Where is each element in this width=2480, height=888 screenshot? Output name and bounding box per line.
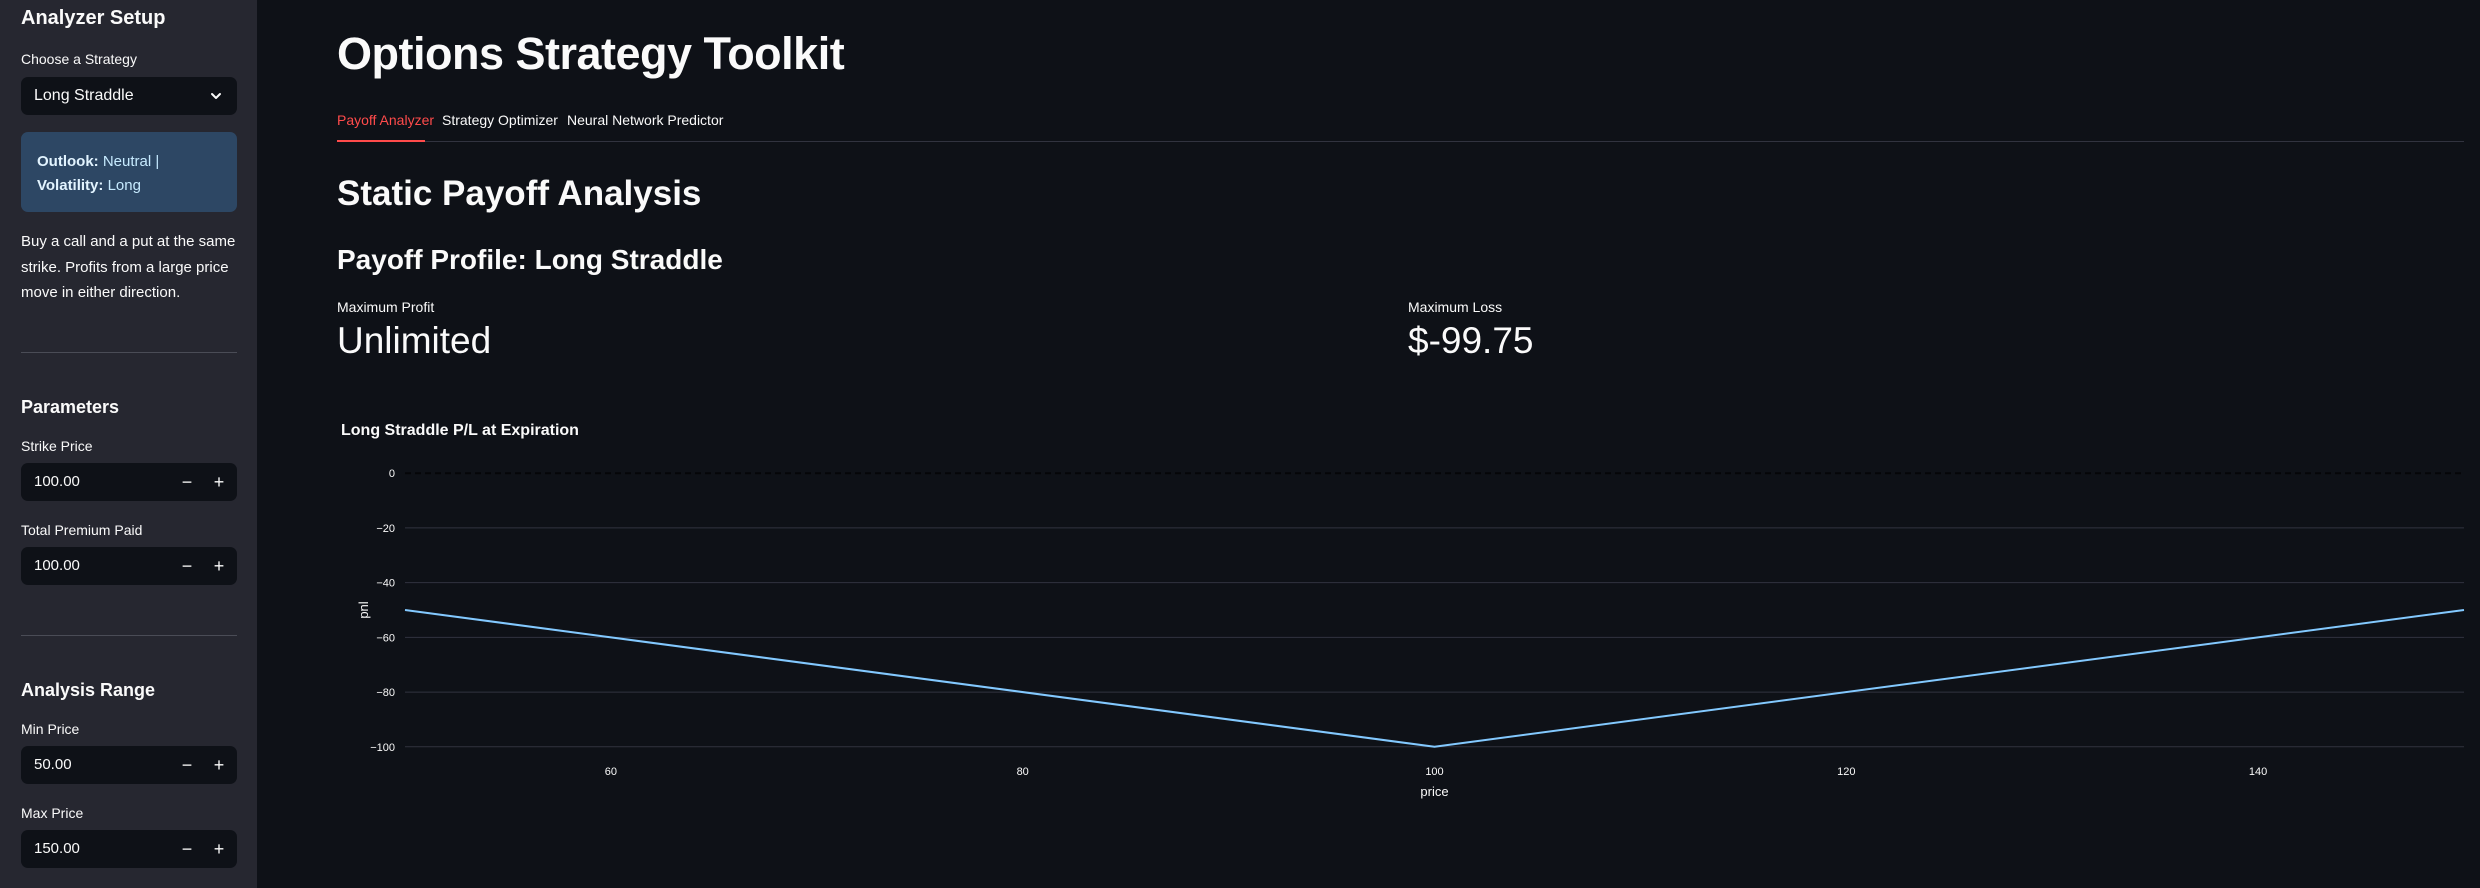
premium-value[interactable]: 100.00	[34, 557, 80, 574]
x-axis-title: price	[1420, 784, 1448, 799]
payoff-chart: 0 −20 −40 −60 −80 −100 60 80 100 120 140 price pnl	[356, 468, 2465, 799]
y-tick-label: −40	[376, 578, 395, 590]
payoff-profile-title: Payoff Profile: Long Straddle	[337, 244, 723, 275]
strategy-label: Choose a Strategy	[21, 51, 137, 67]
min-price-increment-button[interactable]: +	[213, 754, 225, 775]
max-loss-label: Maximum Loss	[1408, 299, 1503, 315]
strike-increment-button[interactable]: +	[213, 471, 225, 492]
sidebar: Analyzer Setup Choose a Strategy Long St…	[0, 0, 257, 888]
section-title: Static Payoff Analysis	[337, 174, 702, 213]
x-tick-label: 60	[605, 766, 617, 778]
sidebar-divider	[21, 635, 237, 636]
chart-title: Long Straddle P/L at Expiration	[341, 422, 579, 439]
volatility-label: Volatility:	[37, 177, 104, 194]
active-tab-indicator	[337, 140, 425, 142]
chevron-down-icon	[211, 93, 221, 99]
strategy-description: Buy a call and a put at the same strike.…	[21, 233, 236, 301]
page-title: Options Strategy Toolkit	[337, 28, 845, 79]
y-tick-label: −60	[376, 632, 395, 644]
outlook-value: Neutral |	[102, 153, 160, 170]
strike-price-input[interactable]: 100.00 − +	[21, 463, 237, 501]
tab-payoff-analyzer[interactable]: Payoff Analyzer	[337, 112, 435, 128]
volatility-value: Long	[107, 177, 141, 194]
outlook-label: Outlook:	[37, 153, 99, 170]
strike-price-value[interactable]: 100.00	[34, 473, 80, 490]
strategy-info-box: Outlook: Neutral | Volatility: Long	[21, 132, 237, 212]
x-tick-label: 120	[1837, 766, 1855, 778]
strategy-select[interactable]: Long Straddle	[21, 77, 237, 115]
sidebar-heading: Analyzer Setup	[21, 7, 166, 29]
max-profit-label: Maximum Profit	[337, 299, 435, 315]
y-tick-label: −80	[376, 687, 395, 699]
min-price-label: Min Price	[21, 721, 80, 737]
y-tick-label: 0	[389, 468, 395, 480]
max-price-decrement-button[interactable]: −	[181, 838, 193, 859]
premium-decrement-button[interactable]: −	[181, 555, 193, 576]
y-tick-label: −100	[370, 742, 395, 754]
sidebar-divider	[21, 352, 237, 353]
min-price-value[interactable]: 50.00	[34, 756, 72, 773]
tab-bar-rule	[337, 141, 2464, 142]
strike-decrement-button[interactable]: −	[181, 471, 193, 492]
max-price-value[interactable]: 150.00	[34, 840, 80, 857]
max-profit-value: Unlimited	[337, 320, 492, 361]
max-price-input[interactable]: 150.00 − +	[21, 830, 237, 868]
y-axis-title: pnl	[356, 601, 371, 618]
parameters-heading: Parameters	[21, 397, 120, 417]
x-tick-label: 140	[2249, 766, 2267, 778]
pnl-line	[404, 609, 2465, 748]
min-price-decrement-button[interactable]: −	[181, 754, 193, 775]
premium-increment-button[interactable]: +	[213, 555, 225, 576]
max-price-label: Max Price	[21, 805, 84, 821]
x-tick-label: 100	[1425, 766, 1443, 778]
premium-label: Total Premium Paid	[21, 522, 143, 538]
strategy-select-value: Long Straddle	[34, 87, 134, 104]
premium-input[interactable]: 100.00 − +	[21, 547, 237, 585]
analysis-range-heading: Analysis Range	[21, 680, 156, 700]
max-price-increment-button[interactable]: +	[213, 838, 225, 859]
min-price-input[interactable]: 50.00 − +	[21, 746, 237, 784]
max-loss-value: $-99.75	[1408, 320, 1534, 361]
tab-neural-network-predictor[interactable]: Neural Network Predictor	[567, 112, 724, 128]
tab-strategy-optimizer[interactable]: Strategy Optimizer	[442, 112, 558, 128]
x-tick-label: 80	[1017, 766, 1029, 778]
strike-price-label: Strike Price	[21, 438, 93, 454]
y-tick-label: −20	[376, 523, 395, 535]
